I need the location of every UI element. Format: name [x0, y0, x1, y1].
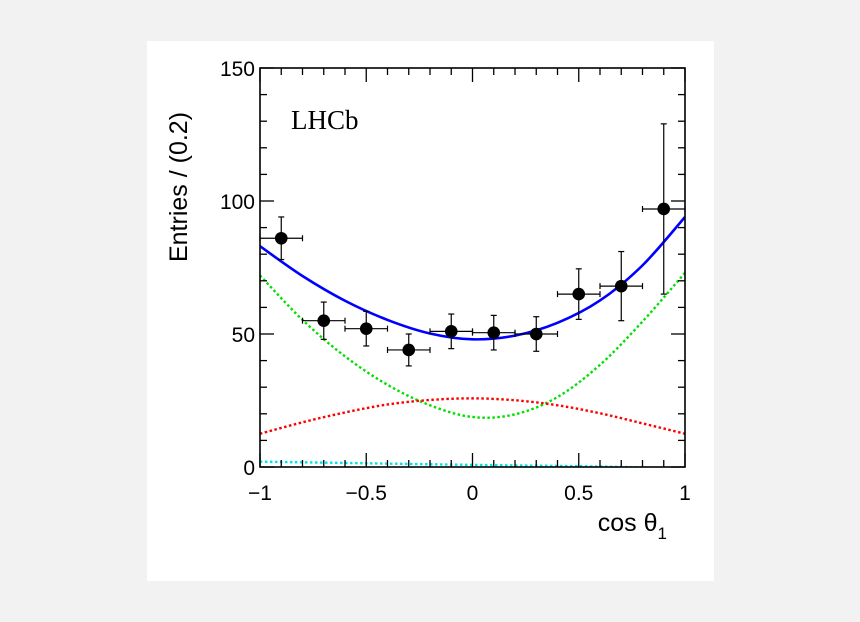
data-point — [514, 316, 559, 352]
x-tick-label: −0.5 — [346, 482, 387, 505]
y-tick-label: 100 — [220, 191, 255, 214]
x-tick-label: 0.5 — [564, 482, 593, 505]
x-tick-label: 0 — [467, 482, 479, 505]
fit-curve-3 — [260, 397, 685, 435]
data-point — [259, 216, 304, 261]
lhcb-annotation: LHCb — [291, 105, 359, 135]
axes-layer: −1 −0.5 0 0.5 1 0 50 100 150 — [220, 58, 691, 505]
y-tick-label: 150 — [220, 58, 255, 81]
data-marker — [317, 314, 331, 328]
data-marker — [274, 231, 288, 245]
data-marker — [529, 327, 543, 341]
data-point — [556, 268, 601, 320]
data-point — [641, 123, 686, 295]
data-marker — [657, 202, 671, 216]
data-points-layer — [259, 123, 686, 367]
data-point — [344, 310, 389, 347]
fit-curve-4 — [260, 460, 679, 467]
data-marker — [402, 343, 416, 357]
data-marker — [444, 325, 458, 338]
chart-svg: −1 −0.5 0 0.5 1 0 50 100 150 LHCb Entries / (0.2… — [165, 58, 691, 543]
y-tick-label: 0 — [243, 457, 255, 480]
data-point — [471, 314, 516, 351]
x-tick-label: −1 — [248, 482, 272, 505]
x-axis-title-main: cos θ — [598, 509, 658, 537]
y-tick-label: 50 — [232, 324, 255, 347]
x-tick-label: 1 — [679, 482, 691, 505]
data-point — [599, 250, 644, 322]
data-point — [429, 313, 474, 350]
x-axis-title-subscript: 1 — [658, 524, 667, 543]
data-point — [301, 301, 346, 340]
data-marker — [487, 326, 501, 339]
x-axis-title: cos θ1 — [598, 509, 667, 543]
figure-panel: −1 −0.5 0 0.5 1 0 50 100 150 LHCb Entries / (0.2… — [147, 41, 714, 581]
labels-layer: LHCb Entries / (0.2) cos θ1 — [165, 105, 667, 543]
data-marker — [614, 279, 628, 293]
fit-curve-2 — [260, 272, 685, 419]
data-marker — [359, 322, 373, 335]
data-marker — [572, 287, 586, 301]
data-point — [386, 333, 431, 367]
y-axis-title: Entries / (0.2) — [165, 112, 193, 262]
